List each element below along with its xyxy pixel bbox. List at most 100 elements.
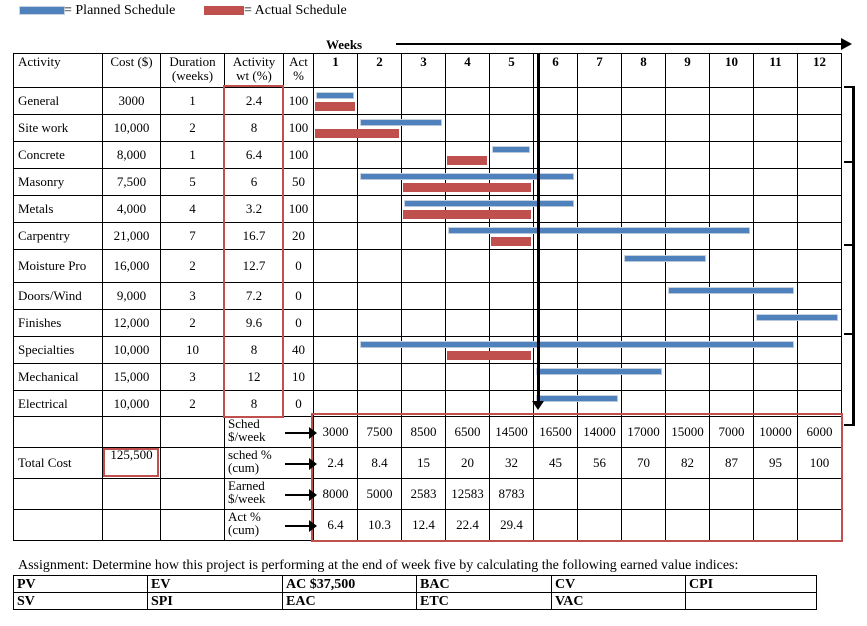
index-cell: VAC (551, 592, 686, 610)
summary-value: 15000 (665, 416, 710, 448)
week-cell (665, 141, 710, 169)
activity-cost: 21,000 (102, 222, 161, 250)
week-cell (577, 390, 622, 417)
week-header: 4 (445, 53, 490, 88)
week-cell (401, 141, 446, 169)
week-cell (753, 87, 798, 115)
index-cell: CV (551, 575, 686, 593)
row-arrow (285, 489, 317, 501)
week-cell (709, 195, 754, 223)
activity-weight: 8 (224, 390, 284, 417)
summary-value (621, 478, 666, 510)
week-cell (357, 363, 402, 391)
bracket-tick (844, 161, 855, 163)
total-cost-box (103, 448, 159, 477)
activity-duration: 2 (160, 309, 225, 337)
week-cell (709, 87, 754, 115)
summary-label-text: Act % (cum) (228, 509, 261, 537)
activity-weight: 8 (224, 336, 284, 364)
activity-duration: 4 (160, 195, 225, 223)
summary-value (797, 478, 842, 510)
header-activity: Activity (13, 53, 103, 88)
activity-row: General 3000 1 2.4 100 (13, 87, 842, 115)
week-cell (577, 282, 622, 310)
actual-bar (447, 351, 531, 360)
week-cell (621, 222, 666, 250)
week-cell (357, 249, 402, 283)
summary-value: 6500 (445, 416, 490, 448)
activity-name: Doors/Wind (13, 282, 103, 310)
week-header: 6 (533, 53, 578, 88)
activity-name: Metals (13, 195, 103, 223)
week-cell (313, 195, 358, 223)
week-header: 11 (753, 53, 798, 88)
week-cell (709, 309, 754, 337)
row-arrow (285, 427, 317, 439)
summary-value (665, 509, 710, 541)
week-header: 8 (621, 53, 666, 88)
actual-bar (403, 183, 531, 192)
weeks-title: Weeks (326, 37, 363, 52)
activity-duration: 2 (160, 390, 225, 417)
week-header: 9 (665, 53, 710, 88)
blank-cell (102, 416, 161, 448)
week-cell (489, 141, 534, 169)
activity-act-pct: 40 (283, 336, 314, 364)
index-cell: CPI (685, 575, 817, 593)
week-cell (753, 222, 798, 250)
activity-act-pct: 0 (283, 249, 314, 283)
week-cell (489, 249, 534, 283)
schedule-table: Activity Cost ($) Duration (weeks) Activity… (13, 53, 842, 541)
week-cell (797, 282, 842, 310)
actual-bar (315, 102, 355, 111)
week-cell (621, 141, 666, 169)
week-cell (533, 168, 578, 196)
activity-act-pct: 100 (283, 141, 314, 169)
activity-weight: 12.7 (224, 249, 284, 283)
week-cell (621, 195, 666, 223)
week-cell (401, 363, 446, 391)
index-cell: BAC (416, 575, 552, 593)
activity-name: Moisture Pro (13, 249, 103, 283)
summary-label-text: sched % (cum) (228, 447, 272, 475)
week-cell (401, 249, 446, 283)
blank-cell (160, 447, 225, 479)
week-cell (753, 309, 798, 337)
week-cell (489, 282, 534, 310)
activity-weight: 7.2 (224, 282, 284, 310)
week-cell (709, 114, 754, 142)
status-date-line (537, 53, 540, 404)
summary-row: Earned $/week 8000 5000 2583 12583 8783 (13, 478, 842, 510)
summary-value: 82 (665, 447, 710, 479)
activity-row: Doors/Wind 9,000 3 7.2 0 (13, 282, 842, 310)
activity-name: Finishes (13, 309, 103, 337)
blank-cell (13, 478, 103, 510)
activity-name: Electrical (13, 390, 103, 417)
week-cell (577, 141, 622, 169)
week-cell (753, 141, 798, 169)
week-cell (313, 336, 358, 364)
week-cell (533, 249, 578, 283)
activity-cost: 10,000 (102, 390, 161, 417)
activity-act-pct: 100 (283, 87, 314, 115)
week-cell (797, 336, 842, 364)
week-cell (577, 222, 622, 250)
week-cell (533, 195, 578, 223)
index-cell: AC $37,500 (282, 575, 417, 593)
week-cell (357, 141, 402, 169)
week-cell (709, 363, 754, 391)
activity-name: Specialties (13, 336, 103, 364)
activity-duration: 2 (160, 114, 225, 142)
week-cell (797, 309, 842, 337)
planned-bar (405, 201, 573, 206)
week-cell (621, 87, 666, 115)
week-cell (753, 363, 798, 391)
week-cell (357, 309, 402, 337)
week-cell (665, 222, 710, 250)
week-cell (665, 249, 710, 283)
actual-bar (491, 237, 531, 246)
activity-duration: 7 (160, 222, 225, 250)
activity-row: Site work 10,000 2 8 100 (13, 114, 842, 142)
week-cell (797, 141, 842, 169)
week-cell (797, 249, 842, 283)
